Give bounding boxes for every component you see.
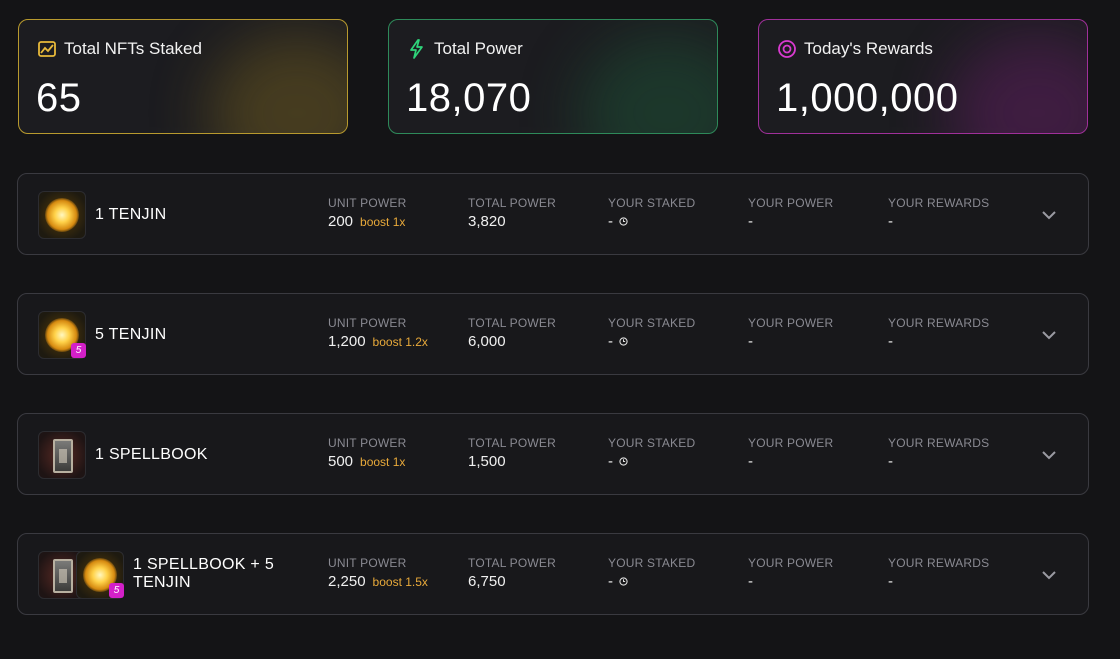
quantity-badge: 5 bbox=[71, 343, 86, 358]
stat-label: Total NFTs Staked bbox=[64, 39, 202, 58]
your-staked-col: YOUR STAKED - bbox=[608, 436, 696, 470]
stat-label: Total Power bbox=[434, 39, 523, 58]
pool-row-5-tenjin[interactable]: 5 5 TENJIN UNIT POWER 1,200 boost 1.2x TO… bbox=[17, 293, 1089, 375]
total-power-col: TOTAL POWER 1,500 bbox=[468, 436, 556, 470]
your-rewards-col: YOUR REWARDS - bbox=[888, 316, 990, 350]
total-power-col: TOTAL POWER 3,820 bbox=[468, 196, 556, 230]
stat-card-nfts-staked: Total NFTs Staked 65 bbox=[18, 19, 348, 134]
your-staked-col: YOUR STAKED - bbox=[608, 316, 696, 350]
your-power-col: YOUR POWER - bbox=[748, 196, 834, 230]
chevron-down-icon[interactable] bbox=[1040, 446, 1058, 464]
pool-name: 1 SPELLBOOK + 5 TENJIN bbox=[133, 556, 275, 591]
pool-row-1-spellbook[interactable]: 1 SPELLBOOK UNIT POWER 500 boost 1x TOTAL… bbox=[17, 413, 1089, 495]
spellbook-thumbnail bbox=[38, 431, 86, 479]
stat-value: 18,070 bbox=[406, 76, 532, 120]
chevron-down-icon[interactable] bbox=[1040, 566, 1058, 584]
unit-power-col: UNIT POWER 200 boost 1x bbox=[328, 196, 407, 230]
stat-value: 1,000,000 bbox=[776, 76, 959, 120]
quantity-badge: 5 bbox=[109, 583, 124, 598]
tenjin-thumbnail bbox=[38, 191, 86, 239]
chart-icon bbox=[38, 41, 56, 57]
your-power-col: YOUR POWER - bbox=[748, 316, 834, 350]
boost-label: boost 1x bbox=[360, 214, 406, 229]
pool-row-1-tenjin[interactable]: 1 TENJIN UNIT POWER 200 boost 1x TOTAL PO… bbox=[17, 173, 1089, 255]
pool-row-spellbook-tenjin-combo[interactable]: 5 1 SPELLBOOK + 5 TENJIN UNIT POWER 2,25… bbox=[17, 533, 1089, 615]
pool-name: 5 TENJIN bbox=[95, 326, 167, 343]
unit-power-col: UNIT POWER 2,250 boost 1.5x bbox=[328, 556, 428, 590]
stat-label: Today's Rewards bbox=[804, 39, 933, 58]
total-power-col: TOTAL POWER 6,750 bbox=[468, 556, 556, 590]
clock-icon bbox=[619, 337, 628, 346]
your-staked-col: YOUR STAKED - bbox=[608, 556, 696, 590]
card-glow bbox=[947, 33, 1087, 133]
unit-power-col: UNIT POWER 500 boost 1x bbox=[328, 436, 407, 470]
target-icon bbox=[778, 40, 796, 58]
chevron-down-icon[interactable] bbox=[1040, 206, 1058, 224]
clock-icon bbox=[619, 577, 628, 586]
pool-name: 1 TENJIN bbox=[95, 206, 167, 223]
your-rewards-col: YOUR REWARDS - bbox=[888, 196, 990, 230]
chevron-down-icon[interactable] bbox=[1040, 326, 1058, 344]
stat-card-todays-rewards: Today's Rewards 1,000,000 bbox=[758, 19, 1088, 134]
your-staked-col: YOUR STAKED - bbox=[608, 196, 696, 230]
unit-power-col: UNIT POWER 1,200 boost 1.2x bbox=[328, 316, 428, 350]
stat-value: 65 bbox=[36, 76, 82, 120]
lightning-icon bbox=[410, 39, 423, 59]
boost-label: boost 1.5x bbox=[372, 574, 428, 589]
your-rewards-col: YOUR REWARDS - bbox=[888, 436, 990, 470]
boost-label: boost 1x bbox=[360, 454, 406, 469]
stat-card-total-power: Total Power 18,070 bbox=[388, 19, 718, 134]
clock-icon bbox=[619, 217, 628, 226]
card-glow bbox=[577, 33, 717, 133]
your-power-col: YOUR POWER - bbox=[748, 556, 834, 590]
clock-icon bbox=[619, 457, 628, 466]
total-power-col: TOTAL POWER 6,000 bbox=[468, 316, 556, 350]
your-rewards-col: YOUR REWARDS - bbox=[888, 556, 990, 590]
your-power-col: YOUR POWER - bbox=[748, 436, 834, 470]
pool-name: 1 SPELLBOOK bbox=[95, 446, 208, 463]
card-glow bbox=[207, 33, 347, 133]
boost-label: boost 1.2x bbox=[372, 334, 428, 349]
